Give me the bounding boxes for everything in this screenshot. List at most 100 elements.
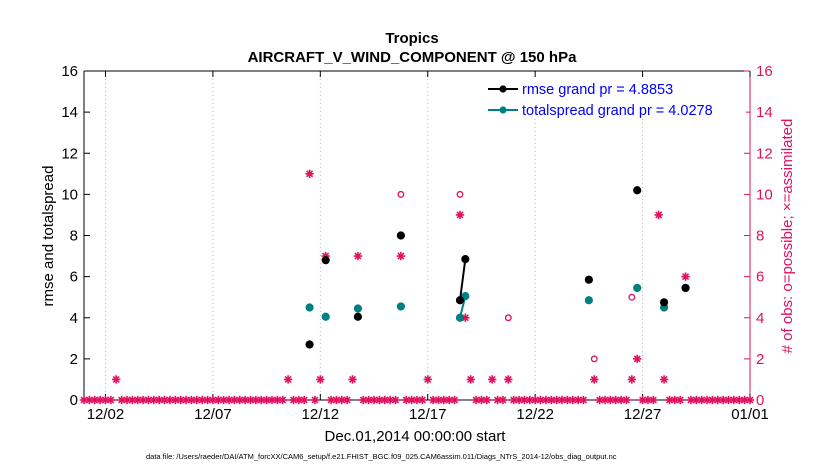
- obs-assimilated-zero-marker: [375, 395, 384, 405]
- rmse-point: [659, 298, 669, 307]
- obs-assimilated-zero-marker: [568, 395, 577, 405]
- y-tick-label: 8: [70, 228, 78, 245]
- y-tick-label: 14: [61, 104, 78, 121]
- legend-spread-label: totalspread grand pr = 4.0278: [522, 103, 713, 119]
- obs-assimilated-zero-marker: [649, 395, 658, 405]
- x-tick-label: 12/22: [516, 406, 554, 423]
- obs-assimilated-zero-marker: [90, 395, 99, 405]
- rmse-point: [681, 283, 690, 293]
- spread-point: [584, 296, 593, 305]
- obs-assimilated-marker: [283, 375, 293, 384]
- y2-tick-label: 10: [756, 186, 773, 203]
- rmse-point: [455, 296, 465, 305]
- obs-assimilated-marker: [423, 375, 432, 384]
- obs-possible-marker: [397, 190, 405, 198]
- obs-assimilated-zero-marker: [144, 395, 153, 405]
- obs-assimilated-marker: [654, 210, 663, 220]
- obs-assimilated-zero-marker: [359, 395, 368, 405]
- obs-assimilated-marker: [466, 375, 475, 384]
- obs-assimilated-zero-marker: [735, 395, 744, 405]
- x-axis-label: Dec.01,2014 00:00:00 start: [325, 428, 507, 445]
- obs-assimilated-zero-marker: [407, 395, 416, 405]
- spread-point: [353, 304, 363, 313]
- obs-assimilated-marker: [681, 272, 690, 281]
- obs-assimilated-zero-marker: [278, 395, 287, 405]
- spread-point: [455, 313, 465, 322]
- y-tick-label: 12: [61, 145, 78, 162]
- obs-assimilated-zero-marker: [536, 395, 545, 405]
- y2-tick-label: 4: [756, 310, 764, 327]
- legend: rmse grand pr = 4.8853 totalspread grand…: [484, 77, 746, 119]
- obs-assimilated-zero-marker: [622, 395, 631, 405]
- obs-possible-marker: [628, 293, 636, 301]
- x-tick-label: 12/07: [194, 406, 232, 423]
- obs-assimilated-marker: [455, 210, 465, 220]
- obs-assimilated-zero-marker: [106, 395, 116, 405]
- obs-assimilated-marker: [633, 354, 642, 364]
- obs-assimilated-zero-marker: [128, 395, 137, 405]
- obs-assimilated-marker: [396, 251, 406, 261]
- y2-tick-label: 2: [756, 351, 764, 368]
- obs-assimilated-zero-marker: [176, 395, 185, 405]
- obs-assimilated-zero-marker: [219, 395, 228, 405]
- obs-possible-marker: [590, 355, 598, 363]
- rmse-point: [633, 186, 642, 195]
- chart-title: Tropics: [385, 30, 438, 47]
- obs-assimilated-marker: [487, 375, 497, 384]
- rmse-point: [461, 255, 470, 264]
- obs-assimilated-marker: [627, 375, 637, 384]
- y2-tick-label: 0: [756, 392, 764, 409]
- obs-assimilated-zero-marker: [224, 395, 234, 405]
- obs-assimilated-zero-marker: [675, 395, 685, 405]
- y-axis-label: rmse and totalspread: [40, 166, 57, 307]
- obs-assimilated-zero-marker: [718, 395, 728, 405]
- obs-assimilated-zero-marker: [418, 395, 427, 405]
- obs-assimilated-zero-marker: [670, 395, 680, 405]
- obs-assimilated-zero-marker: [579, 395, 588, 405]
- obs-assimilated-zero-marker: [192, 395, 201, 405]
- rmse-line-segment: [458, 259, 467, 301]
- x-tick-label: 12/17: [409, 406, 447, 423]
- obs-assimilated-marker: [348, 375, 357, 384]
- spread-point: [396, 302, 405, 311]
- obs-assimilated-marker: [112, 375, 121, 384]
- obs-assimilated-zero-marker: [149, 395, 159, 405]
- obs-assimilated-zero-marker: [364, 395, 373, 405]
- rmse-point: [353, 312, 363, 321]
- x-tick-label: 12/02: [87, 406, 125, 423]
- chart-subtitle: AIRCRAFT_V_WIND_COMPONENT @ 150 hPa: [248, 49, 578, 66]
- obs-assimilated-zero-marker: [380, 395, 389, 405]
- legend-rmse-label: rmse grand pr = 4.8853: [522, 82, 673, 98]
- obs-assimilated-zero-marker: [702, 395, 712, 405]
- rmse-point: [396, 231, 405, 240]
- obs-possible-marker: [456, 190, 464, 198]
- x-ticks: 12/02 12/07 12/12 12/17 12/22 12/27 01/01: [87, 71, 769, 423]
- legend-rmse-marker: [499, 85, 507, 93]
- obs-assimilated-zero-marker: [273, 395, 282, 405]
- y-left-ticks: 0 2 4 6 8 10 12 14 16: [61, 63, 90, 409]
- obs-assimilated-marker: [305, 169, 314, 179]
- obs-assimilated-zero-marker: [638, 395, 647, 405]
- y-tick-label: 2: [70, 351, 78, 368]
- obs-assimilated-zero-marker: [310, 395, 320, 405]
- obs-assimilated-zero-marker: [214, 395, 223, 405]
- obs-assimilated-marker: [353, 251, 363, 261]
- obs-assimilated-zero-marker: [745, 395, 755, 405]
- legend-box: [484, 77, 746, 119]
- y2-tick-label: 14: [756, 104, 773, 121]
- plot-area: [84, 71, 750, 400]
- y-tick-label: 16: [61, 63, 78, 80]
- rmse-point: [321, 256, 330, 265]
- obs-assimilated-zero-marker: [498, 395, 508, 405]
- obs-assimilated-zero-marker: [300, 395, 309, 405]
- spread-point: [461, 292, 470, 301]
- obs-assimilated-zero-marker: [181, 395, 191, 405]
- y-tick-label: 0: [70, 392, 78, 409]
- x-tick-label: 01/01: [731, 406, 769, 423]
- obs-assimilated-marker: [590, 375, 599, 384]
- spread-point: [321, 312, 330, 321]
- y-tick-label: 10: [61, 186, 78, 203]
- obs-assimilated-zero-marker: [391, 395, 400, 405]
- y-tick-label: 6: [70, 269, 78, 286]
